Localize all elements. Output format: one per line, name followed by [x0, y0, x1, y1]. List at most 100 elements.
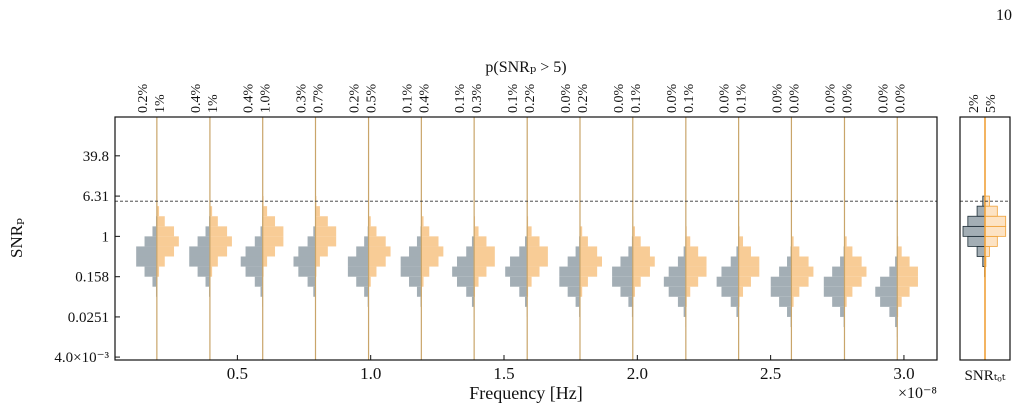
histogram-bar — [889, 267, 897, 277]
y-tick-label: 4.0×10⁻³ — [54, 350, 109, 366]
histogram-bar — [316, 257, 320, 267]
histogram-bar — [294, 257, 316, 267]
histogram-bar — [612, 267, 633, 277]
histogram-bar — [985, 216, 1006, 226]
histogram-bar — [421, 226, 429, 236]
fraction-label: 0.7% — [312, 84, 327, 114]
histogram-bar — [897, 246, 901, 256]
fraction-label: 0.0% — [770, 84, 785, 114]
histogram-bar — [686, 246, 698, 256]
histogram-bar — [832, 297, 844, 307]
histogram-bar — [421, 267, 429, 277]
page-number: 10 — [996, 7, 1012, 24]
histogram-bar — [421, 236, 438, 246]
histogram-bar — [779, 297, 791, 307]
histogram-bar — [568, 287, 580, 297]
fraction-label: 0.3% — [470, 84, 485, 114]
fraction-label: 0.4% — [417, 84, 432, 114]
x-offset-label: ×10⁻⁸ — [898, 385, 937, 402]
histogram-bar — [369, 257, 386, 267]
histogram-bar — [620, 287, 632, 297]
histogram-bar — [316, 226, 337, 236]
histogram-bar — [210, 216, 218, 226]
histogram-bar — [985, 206, 997, 216]
histogram-bar — [664, 277, 686, 287]
histogram-bar — [263, 236, 284, 246]
histogram-bar — [263, 257, 267, 267]
histogram-bar — [791, 257, 808, 267]
histogram-bar — [364, 236, 368, 246]
histogram-bar — [421, 246, 443, 256]
fraction-label: 1% — [206, 94, 221, 113]
fraction-label: 0.0% — [665, 84, 680, 114]
histogram-bar — [298, 267, 315, 277]
y-tick-label: 6.31 — [83, 189, 109, 205]
main-plot: 0.2%1%0.4%1%0.4%1.0%0.3%0.7%0.2%0.5%0.1%… — [54, 84, 937, 384]
histogram-bar — [678, 257, 686, 267]
histogram-bar — [977, 206, 985, 216]
histogram-bar — [152, 226, 156, 236]
histogram-bar — [152, 277, 156, 287]
fraction-label: 0.1% — [400, 84, 415, 114]
histogram-bar — [669, 287, 686, 297]
histogram-bar — [210, 236, 232, 246]
fraction-label: 0.0% — [612, 84, 627, 114]
x-tick-label: 0.5 — [227, 364, 248, 383]
histogram-bar — [771, 277, 792, 287]
fraction-label: 0.2% — [523, 84, 538, 114]
histogram-bar — [474, 226, 478, 236]
histogram-bar — [633, 267, 650, 277]
histogram-bar — [897, 267, 918, 277]
fraction-label: 0.0% — [876, 84, 891, 114]
histogram-bar — [510, 257, 527, 267]
histogram-bar — [771, 287, 792, 297]
y-tick-label: 0.0251 — [68, 310, 109, 326]
fraction-label: 0.0% — [893, 84, 908, 114]
histogram-bar — [474, 246, 495, 256]
histogram-bar — [246, 267, 263, 277]
histogram-bar — [840, 307, 844, 317]
histogram-bar — [210, 226, 227, 236]
histogram-bar — [880, 277, 897, 287]
histogram-bar — [452, 267, 474, 277]
histogram-bar — [198, 236, 210, 246]
histogram-bar — [505, 267, 527, 277]
histogram-bar — [157, 236, 179, 246]
histogram-bar — [308, 236, 316, 246]
histogram-bar — [580, 277, 588, 287]
histogram-bar — [510, 277, 527, 287]
histogram-bar — [791, 277, 808, 287]
histogram-bar — [255, 236, 263, 246]
histogram-bar — [210, 257, 218, 267]
histogram-bar — [308, 277, 316, 287]
histogram-bar — [263, 206, 267, 216]
histogram-bar — [527, 257, 548, 267]
histogram-bar — [739, 267, 760, 277]
histogram-bar — [686, 267, 707, 277]
histogram-bar — [678, 297, 686, 307]
histogram-bar — [844, 287, 852, 297]
histogram-bar — [628, 297, 632, 307]
histogram-bar — [721, 287, 738, 297]
histogram-bar — [985, 226, 1006, 236]
histogram-bar — [136, 257, 157, 267]
histogram-bar — [356, 246, 368, 256]
histogram-bar — [457, 277, 474, 287]
histogram-bar — [787, 307, 791, 317]
fraction-label: 5% — [984, 94, 999, 113]
histogram-bar — [145, 236, 157, 246]
histogram-bar — [457, 257, 474, 267]
histogram-bar — [824, 277, 845, 287]
histogram-bar — [527, 246, 548, 256]
histogram-bar — [633, 246, 650, 256]
fraction-label: 0.0% — [787, 84, 802, 114]
histogram-bar — [421, 257, 438, 267]
histogram-bar — [241, 257, 263, 267]
histogram-bar — [417, 287, 421, 297]
x-tick-label: 3.0 — [893, 364, 914, 383]
side-plot: 2%5% — [960, 94, 1010, 360]
histogram-bar — [189, 257, 210, 267]
histogram-bar — [897, 287, 909, 297]
histogram-bar — [963, 226, 985, 236]
